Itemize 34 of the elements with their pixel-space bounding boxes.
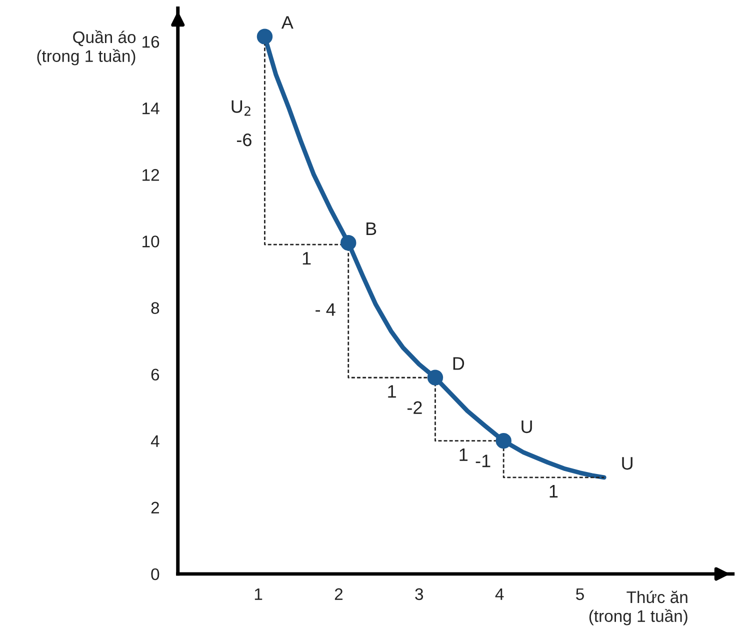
y-tick-label: 0 xyxy=(151,568,160,580)
point xyxy=(496,432,512,449)
annotation: 1 xyxy=(460,448,468,461)
annotation: 1 xyxy=(550,485,558,498)
y-tick-label: 2 xyxy=(151,502,159,514)
x-tick-label: 1 xyxy=(254,588,262,600)
annotation: B xyxy=(366,222,376,235)
annotation: U xyxy=(522,420,532,434)
x-tick-label: 4 xyxy=(495,588,504,600)
annotation: -6 xyxy=(236,133,252,146)
annotation: - 4 xyxy=(316,303,336,316)
annotation: A xyxy=(281,16,294,29)
annotation: 1 xyxy=(388,385,396,398)
annotation: U xyxy=(622,457,632,470)
x-tick-label: 5 xyxy=(576,588,584,600)
y-tick-label: 8 xyxy=(151,302,160,314)
y-tick-label: 14 xyxy=(142,102,160,114)
y-tick-label: 16 xyxy=(142,36,160,48)
point xyxy=(256,28,273,44)
annotation: U$_{2}$ xyxy=(232,100,250,116)
x-tick-label: 2 xyxy=(334,588,343,600)
annotation: D xyxy=(453,357,464,370)
annotation: -2 xyxy=(407,401,422,414)
y-tick-label: 4 xyxy=(150,435,160,447)
y-tick-label: 6 xyxy=(151,368,160,380)
annotation: -1 xyxy=(476,454,490,468)
y-tick-label: 12 xyxy=(142,169,159,181)
point xyxy=(427,370,444,386)
x-tick-label: 3 xyxy=(415,588,424,600)
annotation: 1 xyxy=(302,252,311,265)
y-axis-title: Quần áo (trong 1 tuần) xyxy=(37,30,136,66)
x-axis-title: Thức ăn (trong 1 tuần) xyxy=(589,590,688,626)
point xyxy=(340,234,356,251)
y-tick-label: 10 xyxy=(142,236,160,248)
